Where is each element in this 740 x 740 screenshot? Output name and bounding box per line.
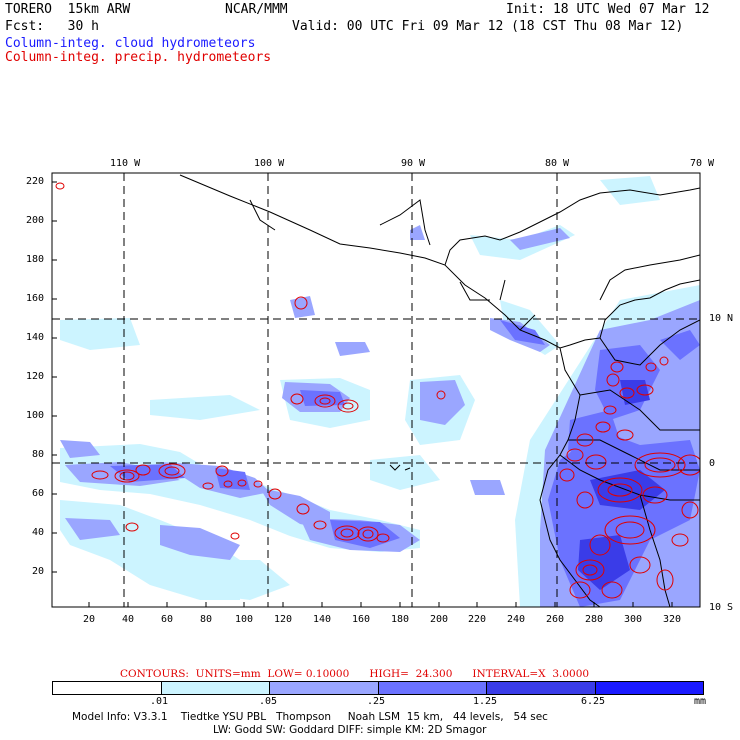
y-tick-label: 60 [32,488,45,499]
x-tick-label: 140 [313,614,332,625]
y-tick-label: 140 [26,332,45,343]
colorbar-unit: mm [694,696,707,707]
lon-label: 110 W [110,158,141,169]
valid-time: Valid: 00 UTC Fri 09 Mar 12 (18 CST Thu … [292,19,684,34]
y-tick-label: 40 [32,527,45,538]
y-tick-label: 20 [32,566,45,577]
model-info-line1: Model Info: V3.3.1 Tiedtke YSU PBL Thomp… [72,711,548,723]
colorbar-level: .01 [150,696,169,707]
lon-label: 90 W [401,158,426,169]
field-precip-label: Column-integ. precip. hydrometeors [5,50,272,65]
axis-ticks [52,181,673,607]
lon-label: 100 W [254,158,285,169]
x-tick-label: 220 [468,614,487,625]
field-cloud-label: Column-integ. cloud hydrometeors [5,36,256,51]
forecast-hour: Fcst: 30 h [5,19,99,34]
map-frame [51,172,701,608]
x-tick-label: 320 [663,614,682,625]
colorbar [52,681,704,695]
model-info-line2: LW: Godd SW: Goddard DIFF: simple KM: 2D… [213,724,487,736]
lon-label: 70 W [690,158,715,169]
colorbar-level: 1.25 [473,696,498,707]
x-tick-label: 260 [546,614,565,625]
y-tick-label: 220 [26,176,45,187]
colorbar-segment [53,682,162,694]
colorbar-segment [595,682,703,694]
colorbar-segment [378,682,487,694]
x-tick-label: 60 [161,614,174,625]
x-tick-label: 20 [83,614,96,625]
x-tick-label: 300 [624,614,643,625]
y-tick-label: 80 [32,449,45,460]
y-tick-label: 120 [26,371,45,382]
x-tick-label: 100 [235,614,254,625]
precip-contours [55,182,700,599]
model-title: TORERO 15km ARW [5,2,131,17]
colorbar-level: .05 [259,696,278,707]
x-tick-label: 200 [430,614,449,625]
y-tick-label: 180 [26,254,45,265]
graticule [52,173,700,607]
colorbar-level: .25 [367,696,386,707]
x-tick-label: 120 [274,614,293,625]
lat-label: 0 [709,458,716,469]
init-time: Init: 18 UTC Wed 07 Mar 12 [506,2,710,17]
colorbar-level: 6.25 [581,696,606,707]
colorbar-segment [161,682,270,694]
x-tick-label: 40 [122,614,135,625]
x-tick-label: 180 [391,614,410,625]
colorbar-segment [270,682,379,694]
y-tick-label: 200 [26,215,45,226]
x-tick-label: 240 [507,614,526,625]
y-tick-label: 100 [26,410,45,421]
coastlines [179,174,700,607]
x-tick-label: 280 [585,614,604,625]
x-tick-label: 80 [200,614,213,625]
lon-label: 80 W [545,158,570,169]
y-tick-label: 160 [26,293,45,304]
lat-label: 10 N [709,313,734,324]
colorbar-segment [487,682,596,694]
center-label: NCAR/MMM [225,2,288,17]
lat-label: 10 S [709,602,734,613]
x-tick-label: 160 [352,614,371,625]
contours-label: CONTOURS: UNITS=mm LOW= 0.10000 HIGH= 24… [120,668,590,680]
